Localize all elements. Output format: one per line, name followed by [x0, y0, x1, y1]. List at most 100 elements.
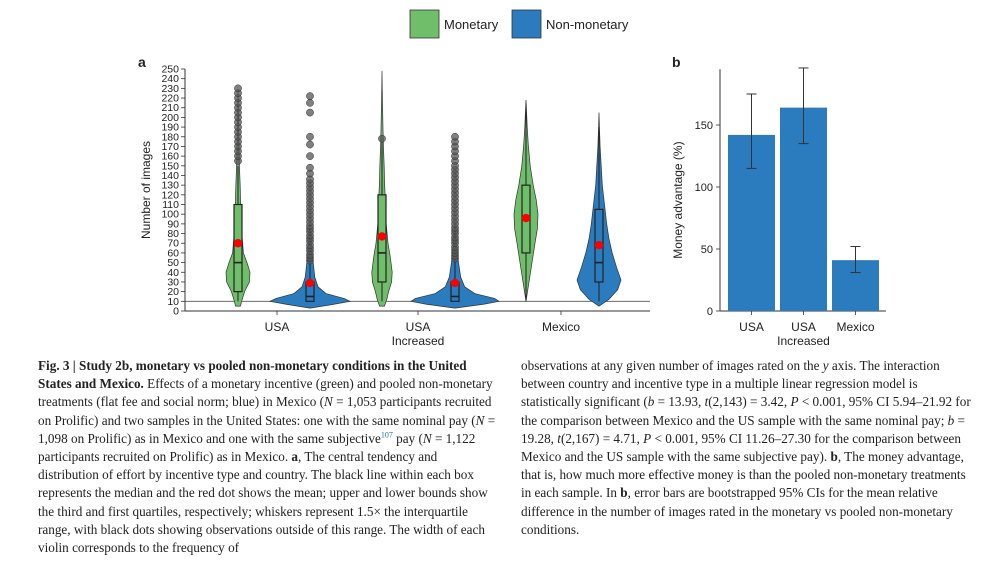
y-tick-label-a: 180 [161, 131, 179, 143]
x-tick-label-b: Mexico [836, 320, 874, 334]
reference-superscript[interactable]: 107 [380, 430, 393, 440]
caption-panel-ref: a [291, 449, 299, 465]
mean-dot [233, 239, 243, 248]
x-tick-label-a: USA [406, 320, 431, 334]
caption-italic: b [647, 394, 655, 410]
caption-text: observations at any given number of imag… [521, 358, 823, 373]
caption-text: = 1,098 on Prolific) as in Mexico and on… [38, 412, 496, 446]
y-tick-label-a: 0 [173, 306, 179, 318]
mean-dot [305, 278, 315, 288]
outlier-dot [378, 134, 386, 143]
x-tick-label-b: USA [739, 320, 764, 334]
legend-label-1: Non-monetary [546, 17, 629, 32]
outlier-dot [306, 108, 314, 117]
caption-text: = 13.93, [654, 394, 705, 410]
caption-text: = 1,122 participants recruited on Prolif… [38, 430, 476, 465]
outlier-dot [306, 132, 314, 141]
outlier-dot [306, 152, 314, 160]
y-tick-label-a: 220 [161, 93, 179, 105]
x-tick-sublabel-a: Increased [392, 334, 445, 348]
mean-dot [377, 232, 387, 241]
caption-text: (2,167) = 4.71, [560, 430, 644, 446]
y-tick-label-a: 230 [161, 83, 179, 95]
y-tick-label-a: 20 [167, 286, 179, 298]
y-axis-label-b: Money advantage (%) [671, 141, 685, 258]
outlier-dot [306, 99, 314, 107]
mean-dot [521, 213, 531, 223]
caption-text: , The money advantage, that is, how much… [521, 449, 966, 501]
x-tick-label-a: Mexico [542, 320, 580, 334]
caption-text: = 19.28, [521, 412, 965, 446]
y-tick-label-a: 60 [167, 247, 179, 259]
caption-italic: y [822, 358, 829, 373]
caption-panel-ref: b [620, 485, 628, 501]
legend-swatch-1 [511, 9, 542, 39]
y-tick-label-a: 210 [161, 102, 179, 114]
caption-italic: t [704, 394, 709, 410]
outlier-dot [234, 84, 242, 93]
panel-a-violin-chart: a 010203040506070809010011012013014015016… [138, 54, 650, 348]
caption-panel-ref: b [830, 449, 838, 465]
y-axis-label-a: Number of images [139, 141, 153, 239]
caption-italic: P [790, 394, 799, 410]
caption-italic: N [475, 412, 485, 428]
y-tick-label-a: 160 [161, 151, 179, 163]
y-tick-label-a: 110 [162, 199, 179, 211]
y-tick-label-a: 240 [161, 73, 179, 85]
outlier-dot [306, 92, 314, 100]
y-tick-label-b: 0 [707, 306, 713, 318]
caption-text: pay ( [392, 430, 423, 446]
y-tick-label-b: 150 [695, 120, 713, 132]
y-tick-label-a: 30 [167, 276, 179, 288]
outlier-dot [306, 163, 314, 172]
legend-label-0: Monetary [444, 17, 499, 32]
caption-italic: N [324, 394, 333, 410]
y-tick-label-a: 120 [161, 189, 179, 201]
figure-3: Monetary Non-monetary a010203040506070809… [138, 9, 886, 348]
caption-text: < 0.001, 95% CI 5.94–21.92 for the compa… [521, 394, 971, 428]
y-tick-label-a: 150 [161, 160, 179, 172]
caption-right: observations at any given number of imag… [521, 357, 973, 539]
y-tick-label-a: 70 [167, 238, 179, 250]
y-tick-label-a: 10 [167, 296, 179, 308]
caption-left: Fig. 3 | Study 2b, monetary vs pooled no… [38, 357, 496, 557]
panel-label-a: a [138, 54, 146, 70]
legend-swatch-0 [409, 9, 440, 39]
caption-text: axis. The interaction between country an… [521, 358, 940, 410]
y-tick-label-a: 100 [161, 209, 179, 221]
mean-dot [450, 278, 460, 288]
outlier-dot [451, 132, 459, 141]
caption-title: Fig. 3 | Study 2b, monetary vs pooled no… [38, 358, 467, 392]
outlier-dot [306, 140, 314, 149]
caption-text: = 1,053 participants recruited on Prolif… [38, 394, 492, 428]
y-tick-label-a: 80 [167, 228, 179, 240]
box [233, 203, 243, 293]
y-tick-label-a: 170 [161, 141, 179, 153]
x-tick-sublabel-b: Increased [777, 334, 830, 348]
y-tick-label-a: 200 [161, 112, 179, 124]
caption-italic: b [947, 412, 955, 428]
x-tick-label-a: USA [265, 320, 290, 334]
caption-italic: t [557, 430, 561, 446]
y-tick-label-a: 90 [167, 218, 179, 230]
caption-text: , The central tendency and distribution … [38, 449, 488, 556]
y-tick-label-a: 250 [161, 64, 179, 76]
caption-text: (2,143) = 3.42, [708, 394, 791, 410]
panel-label-b: b [672, 54, 681, 70]
y-tick-label-b: 100 [695, 182, 713, 194]
y-tick-label-a: 190 [161, 122, 179, 134]
caption-text: , error bars are bootstrapped 95% CIs fo… [521, 485, 953, 537]
x-tick-label-b: USA [791, 320, 816, 334]
caption-italic: N [422, 430, 432, 446]
y-tick-label-a: 40 [167, 267, 179, 279]
y-tick-label-a: 140 [161, 170, 179, 182]
caption-italic: P [643, 430, 652, 446]
caption-text: Effects of a monetary incentive (green) … [38, 376, 493, 410]
mean-dot [594, 240, 604, 250]
y-tick-label-a: 130 [161, 180, 179, 192]
y-tick-label-b: 50 [701, 244, 713, 256]
y-tick-label-a: 50 [167, 257, 179, 269]
legend: Monetary Non-monetary [409, 9, 629, 39]
caption-text: < 0.001, 95% CI 11.26–27.30 for the comp… [521, 430, 962, 465]
